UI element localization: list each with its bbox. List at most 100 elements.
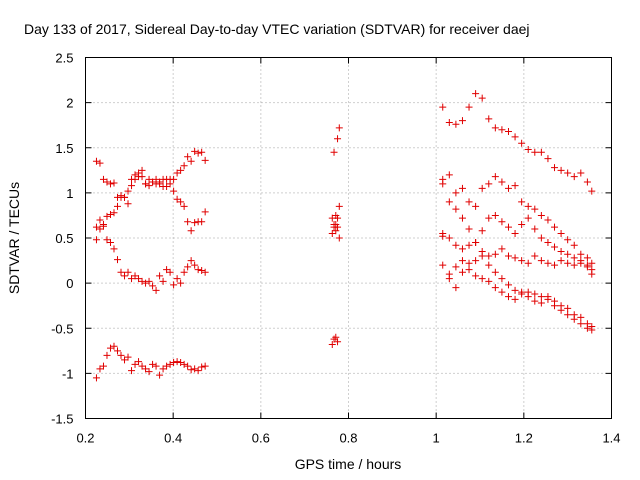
data-point-sat-a — [180, 162, 188, 170]
data-point-sat-m — [439, 232, 447, 240]
x-tick-label: 0.4 — [164, 431, 182, 446]
data-point-sat-c — [103, 236, 111, 244]
data-point-sat-c — [110, 245, 118, 253]
data-point-sat-e — [335, 124, 343, 132]
data-point-sat-m — [537, 299, 545, 307]
data-point-sat-n — [577, 313, 585, 321]
data-point-sat-n — [524, 288, 532, 296]
data-point-sat-i — [557, 166, 565, 174]
data-point-sat-j — [452, 189, 460, 197]
data-point-sat-k — [458, 245, 466, 253]
data-point-sat-k — [491, 211, 499, 219]
data-point-sat-k — [445, 234, 453, 242]
data-point-sat-b — [131, 175, 139, 183]
data-point-sat-j — [511, 182, 519, 190]
data-point-sat-b — [201, 208, 209, 216]
data-point-sat-a — [173, 169, 181, 177]
data-point-sat-d — [110, 342, 118, 350]
data-point-sat-b — [173, 195, 181, 203]
data-point-sat-a — [191, 147, 199, 155]
data-point-sat-a — [138, 166, 146, 174]
data-point-sat-l — [452, 263, 460, 271]
x-tick-label: 0.2 — [76, 431, 94, 446]
data-point-sat-n — [564, 304, 572, 312]
data-point-sat-k — [551, 243, 559, 251]
data-point-sat-l — [458, 257, 466, 265]
data-point-sat-c — [198, 266, 206, 274]
data-point-sat-d — [131, 360, 139, 368]
data-point-sat-b — [163, 183, 171, 191]
data-point-sat-k — [557, 248, 565, 256]
data-point-sat-a — [124, 187, 132, 195]
data-point-sat-j — [458, 184, 466, 192]
data-point-sat-l — [551, 261, 559, 269]
data-point-sat-d — [152, 362, 160, 370]
data-point-sat-l — [439, 261, 447, 269]
data-point-sat-b — [166, 175, 174, 183]
data-point-sat-b — [113, 202, 121, 210]
data-point-sat-l — [531, 252, 539, 260]
data-point-sat-k — [452, 241, 460, 249]
data-point-sat-a — [92, 157, 100, 165]
data-point-sat-d — [124, 353, 132, 361]
data-point-sat-i — [472, 90, 480, 98]
data-point-sat-c — [152, 286, 160, 294]
data-point-sat-d — [106, 344, 114, 352]
data-point-sat-b — [156, 178, 164, 186]
data-point-sat-d — [135, 358, 143, 366]
x-axis-label: GPS time / hours — [295, 456, 402, 472]
data-point-sat-b — [145, 182, 153, 190]
data-point-sat-j — [465, 198, 473, 206]
data-point-sat-k — [564, 250, 572, 258]
x-tick-label: 1.2 — [515, 431, 533, 446]
data-point-sat-k — [504, 223, 512, 231]
data-point-sat-i — [518, 139, 526, 147]
data-point-sat-g — [328, 340, 336, 348]
data-point-sat-n — [557, 302, 565, 310]
data-point-sat-a — [201, 156, 209, 164]
data-point-sat-m — [531, 297, 539, 305]
data-point-sat-n — [472, 239, 480, 247]
data-point-sat-j — [524, 202, 532, 210]
data-point-sat-c — [106, 239, 114, 247]
data-point-sat-k — [518, 220, 526, 228]
data-point-sat-d — [96, 365, 104, 373]
data-point-sat-n — [458, 214, 466, 222]
data-point-sat-m — [472, 272, 480, 280]
y-tick-label: -1.5 — [51, 412, 73, 427]
data-point-sat-c — [177, 279, 185, 287]
data-point-sat-l — [588, 270, 596, 278]
data-point-sat-a — [103, 178, 111, 186]
data-point-sat-d — [149, 360, 157, 368]
data-point-sat-g — [332, 227, 340, 235]
y-tick-label: 0 — [66, 276, 73, 291]
data-point-sat-d — [103, 351, 111, 359]
data-point-sat-b — [191, 219, 199, 227]
data-point-sat-d — [170, 359, 178, 367]
y-tick-label: 2.5 — [55, 51, 73, 66]
data-point-sat-j — [588, 259, 596, 267]
y-tick-label: -1 — [62, 366, 74, 381]
data-point-sat-a — [145, 175, 153, 183]
data-point-sat-b — [184, 218, 192, 226]
data-point-sat-j — [564, 236, 572, 244]
data-point-sat-n — [478, 252, 486, 260]
data-point-sat-n — [583, 320, 591, 328]
data-point-sat-c — [135, 275, 143, 283]
data-point-sat-j — [498, 178, 506, 186]
data-point-sat-k — [498, 218, 506, 226]
data-point-sat-c — [180, 268, 188, 276]
data-point-sat-l — [485, 252, 493, 260]
data-point-sat-n — [537, 293, 545, 301]
data-point-sat-d — [166, 360, 174, 368]
data-point-sat-k — [537, 234, 545, 242]
data-point-sat-l — [537, 257, 545, 265]
data-point-sat-m — [564, 311, 572, 319]
data-point-sat-m — [452, 284, 460, 292]
data-point-sat-n — [439, 180, 447, 188]
data-point-sat-b — [96, 216, 104, 224]
data-point-sat-i — [504, 128, 512, 136]
data-point-sat-i — [544, 155, 552, 163]
data-point-sat-b — [138, 173, 146, 181]
